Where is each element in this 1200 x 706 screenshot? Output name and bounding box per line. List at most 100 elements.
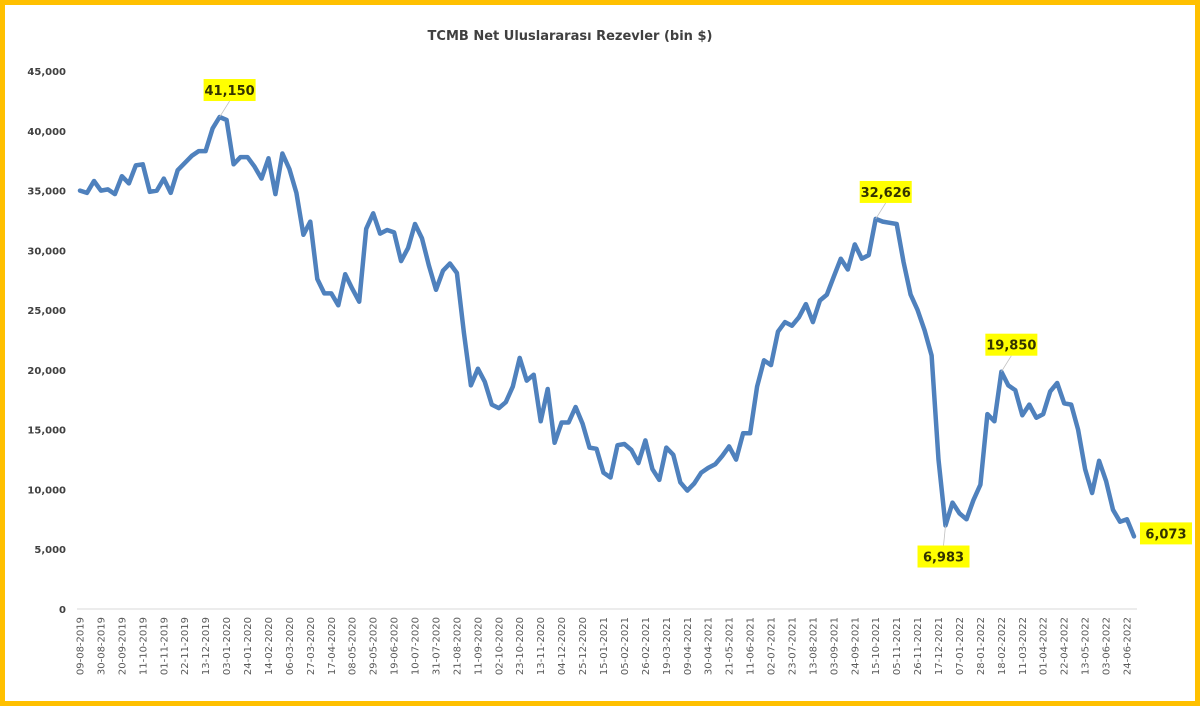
data-point <box>664 446 668 450</box>
data-point <box>699 471 703 475</box>
y-tick-label: 15,000 <box>27 426 66 437</box>
data-point <box>804 302 808 306</box>
x-tick-label: 11-09-2020 <box>473 617 484 675</box>
x-axis: 09-08-2019 30-08-2019 20-09-2019 11-10-2019… <box>76 617 1134 675</box>
data-point <box>692 482 696 485</box>
data-point <box>629 448 633 452</box>
leader-line <box>875 202 887 220</box>
x-tick-label: 24-01-2020 <box>243 617 254 675</box>
x-tick-label: 21-05-2021 <box>725 617 736 675</box>
y-axis: 0 5,000 10,000 15,000 20,000 25,000 30,000 35,0… <box>27 67 66 616</box>
data-point <box>308 220 312 224</box>
x-tick-label: 21-08-2020 <box>452 617 463 675</box>
data-point <box>85 191 89 195</box>
data-point <box>232 162 236 166</box>
data-point <box>490 403 494 407</box>
data-point <box>378 232 382 236</box>
line-chart: TCMB Net Uluslararası Rezevler (bin $) 0… <box>27 29 1192 675</box>
x-tick-label: 13-11-2020 <box>536 617 547 675</box>
y-tick-label: 45,000 <box>27 67 66 78</box>
data-point <box>776 330 780 334</box>
x-tick-label: 13-08-2021 <box>808 617 819 675</box>
x-tick-label: 24-06-2022 <box>1123 617 1134 675</box>
data-point <box>909 293 913 297</box>
x-tick-label: 09-04-2021 <box>683 617 694 675</box>
x-tick-label: 22-11-2019 <box>180 617 191 675</box>
y-tick-label: 25,000 <box>27 306 66 317</box>
data-point <box>944 524 947 527</box>
x-tick-label: 11-10-2019 <box>138 617 149 675</box>
x-tick-label: 22-04-2022 <box>1060 617 1071 675</box>
data-point <box>1083 467 1087 471</box>
x-tick-label: 18-02-2022 <box>997 617 1008 675</box>
data-points <box>78 115 1136 538</box>
data-point <box>78 189 82 193</box>
data-point <box>329 291 333 295</box>
data-point <box>832 275 836 279</box>
data-point <box>992 419 996 423</box>
data-point <box>978 483 982 487</box>
x-tick-label: 30-08-2019 <box>96 617 107 675</box>
data-point <box>280 152 284 155</box>
data-point <box>985 412 989 416</box>
data-point <box>427 264 431 268</box>
y-tick-label: 20,000 <box>27 366 66 377</box>
data-point <box>504 400 508 404</box>
data-point <box>204 149 208 153</box>
data-point <box>476 367 480 371</box>
data-point <box>1034 416 1038 420</box>
data-label: 32,626 <box>859 180 912 220</box>
x-tick-label: 20-09-2019 <box>117 617 128 675</box>
x-tick-label: 02-07-2021 <box>767 617 778 675</box>
data-point <box>1027 403 1031 407</box>
x-tick-label: 26-02-2021 <box>641 617 652 675</box>
leader-line <box>219 100 230 118</box>
data-point <box>211 126 215 130</box>
data-labels: 41,150 32,626 6,983 19,850 6,073 <box>203 79 1192 568</box>
x-tick-label: 03-09-2021 <box>829 617 840 675</box>
data-point <box>1041 412 1045 416</box>
data-point <box>741 431 745 435</box>
x-tick-label: 10-07-2020 <box>411 617 422 675</box>
data-point <box>141 162 145 166</box>
x-tick-label: 30-04-2021 <box>704 617 715 675</box>
x-tick-label: 19-03-2021 <box>662 617 673 675</box>
data-label-text: 19,850 <box>986 339 1036 354</box>
x-tick-label: 27-03-2020 <box>306 617 317 675</box>
data-label-text: 6,983 <box>923 551 964 566</box>
data-point <box>678 480 682 484</box>
data-point <box>322 291 326 295</box>
y-tick-label: 40,000 <box>27 127 66 138</box>
data-point <box>301 233 305 237</box>
data-point <box>441 269 445 273</box>
data-point <box>902 260 906 264</box>
data-point <box>762 358 766 362</box>
series-line <box>77 114 1137 539</box>
data-label-text: 32,626 <box>861 186 911 201</box>
data-point <box>616 443 619 447</box>
data-label-background <box>203 79 256 102</box>
y-tick-label: 10,000 <box>27 485 66 496</box>
data-point <box>385 228 389 232</box>
data-point <box>99 189 103 193</box>
data-point <box>553 441 557 445</box>
data-label-background <box>917 545 970 568</box>
data-point <box>1118 520 1122 524</box>
data-point <box>1048 389 1052 393</box>
x-tick-label: 04-12-2020 <box>557 617 568 675</box>
data-point <box>574 405 578 409</box>
data-point <box>1125 517 1129 521</box>
data-point <box>811 320 815 324</box>
x-tick-label: 28-01-2022 <box>976 617 987 675</box>
data-point <box>951 501 954 505</box>
data-point <box>455 271 459 275</box>
x-tick-label: 01-04-2022 <box>1039 617 1050 675</box>
data-point <box>392 230 396 234</box>
data-point <box>462 331 466 335</box>
data-point <box>930 354 934 357</box>
data-point <box>169 191 173 195</box>
data-point <box>769 363 773 367</box>
chart-frame: TCMB Net Uluslararası Rezevler (bin $) 0… <box>5 5 1195 701</box>
data-point <box>636 461 640 465</box>
data-point <box>183 161 187 165</box>
